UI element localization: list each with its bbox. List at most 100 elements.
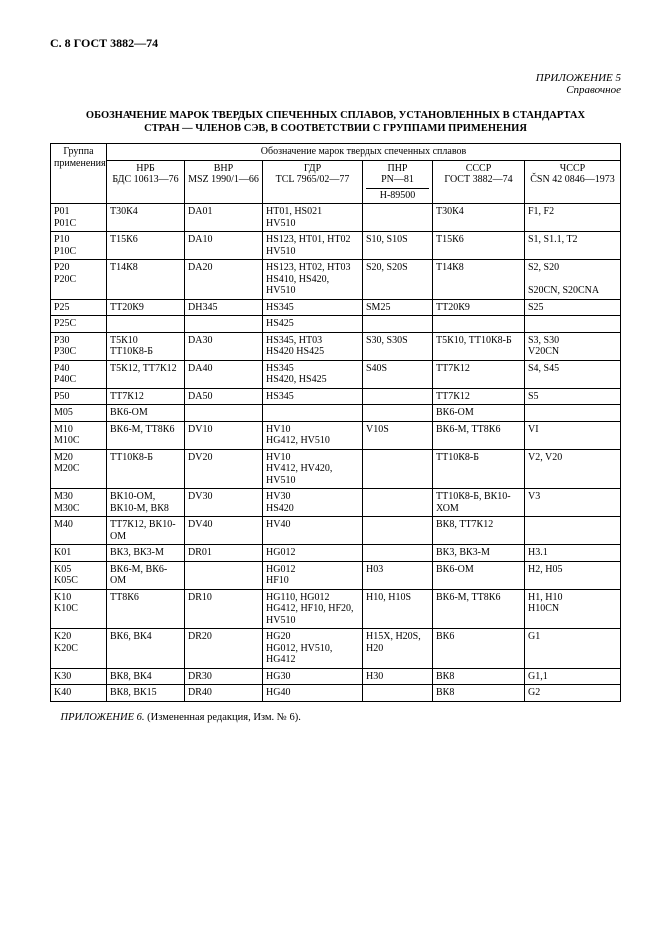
table-row: K40ВК8, ВК15DR40HG40ВК8G2 — [51, 685, 621, 702]
cell: HV30HS420 — [263, 489, 363, 517]
cell: DV30 — [185, 489, 263, 517]
table-row: M30M30СВК10-ОМ, ВК10-М, ВК8DV30HV30HS420… — [51, 489, 621, 517]
table-row: K05K05СВК6-М, ВК6-ОМHG012HF10H03ВК6-ОМH2… — [51, 561, 621, 589]
cell: ВК8 — [433, 685, 525, 702]
cell — [363, 489, 433, 517]
cell: VI — [525, 421, 621, 449]
cell: ВК6-ОМ — [107, 405, 185, 422]
cell: S2, S20S20CN, S20CNA — [525, 260, 621, 300]
cell — [525, 517, 621, 545]
cell: P20P20С — [51, 260, 107, 300]
cell: ТТ10К8-Б — [433, 449, 525, 489]
cell: ВК6, ВК4 — [107, 629, 185, 669]
cell: S4, S45 — [525, 360, 621, 388]
th-c1: НРББДС 10613—76 — [107, 160, 185, 204]
cell: P25С — [51, 316, 107, 333]
cell: HS425 — [263, 316, 363, 333]
cell: Т14К8 — [433, 260, 525, 300]
cell: HS123, HT02, HT03HS410, HS420, HV510 — [263, 260, 363, 300]
cell — [185, 561, 263, 589]
th-group: Группа применения — [51, 144, 107, 204]
table-row: K20K20СВК6, ВК4DR20HG20HG012, HV510, HG4… — [51, 629, 621, 669]
cell: P25 — [51, 299, 107, 316]
cell: P01P01С — [51, 204, 107, 232]
cell — [363, 449, 433, 489]
table-body: P01P01СТ30К4DA01HT01, HS021HV510Т30К4F1,… — [51, 204, 621, 702]
cell: Т30К4 — [107, 204, 185, 232]
cell: K01 — [51, 545, 107, 562]
cell: DR30 — [185, 668, 263, 685]
cell: ВК6-М, ВК6-ОМ — [107, 561, 185, 589]
cell: HG012HF10 — [263, 561, 363, 589]
cell: M30M30С — [51, 489, 107, 517]
cell: ВК8, ТТ7К12 — [433, 517, 525, 545]
cell: H30 — [363, 668, 433, 685]
cell: HG110, HG012HG412, HF10, HF20, HV510 — [263, 589, 363, 629]
cell: ВК6 — [433, 629, 525, 669]
cell: HS345HS420, HS425 — [263, 360, 363, 388]
th-c3: ГДРTCL 7965/02—77 — [263, 160, 363, 204]
cell: G1,1 — [525, 668, 621, 685]
cell: ТТ10К8-Б — [107, 449, 185, 489]
cell: Т5К10ТТ10К8-Б — [107, 332, 185, 360]
cell: H10, H10S — [363, 589, 433, 629]
cell: HG012 — [263, 545, 363, 562]
cell — [363, 316, 433, 333]
cell: H3.1 — [525, 545, 621, 562]
cell: ТТ20К9 — [107, 299, 185, 316]
table-row: K10K10СТТ8К6DR10HG110, HG012HG412, HF10,… — [51, 589, 621, 629]
cell: ТТ7К12, ВК10-ОМ — [107, 517, 185, 545]
cell: S5 — [525, 388, 621, 405]
cell: M05 — [51, 405, 107, 422]
cell — [107, 316, 185, 333]
table-row: K01ВК3, ВК3-МDR01HG012ВК3, ВК3-МH3.1 — [51, 545, 621, 562]
cell: ВК10-ОМ, ВК10-М, ВК8 — [107, 489, 185, 517]
cell: HG30 — [263, 668, 363, 685]
cell: ВК6-ОМ — [433, 561, 525, 589]
cell — [525, 405, 621, 422]
cell: Т5К10, ТТ10К8-Б — [433, 332, 525, 360]
cell: ВК8 — [433, 668, 525, 685]
cell: DR40 — [185, 685, 263, 702]
cell: V3 — [525, 489, 621, 517]
cell: M20M20С — [51, 449, 107, 489]
cell: DV10 — [185, 421, 263, 449]
cell: K30 — [51, 668, 107, 685]
cell: Т15К6 — [107, 232, 185, 260]
cell: ВК6-ОМ — [433, 405, 525, 422]
cell: DA10 — [185, 232, 263, 260]
cell: S3, S30V20CN — [525, 332, 621, 360]
cell: M10M10С — [51, 421, 107, 449]
cell — [185, 316, 263, 333]
th-c6: ЧССРČSN 42 0846—1973 — [525, 160, 621, 204]
table-row: K30ВК8, ВК4DR30HG30H30ВК8G1,1 — [51, 668, 621, 685]
appendix-label: ПРИЛОЖЕНИЕ 5 Справочное — [536, 72, 621, 96]
appendix-line1: ПРИЛОЖЕНИЕ 5 — [536, 72, 621, 84]
title: ОБОЗНАЧЕНИЕ МАРОК ТВЕРДЫХ СПЕЧЕННЫХ СПЛА… — [50, 109, 621, 135]
cell: ТТ10К8-Б, ВК10-ХОМ — [433, 489, 525, 517]
cell: S40S — [363, 360, 433, 388]
cell: DA01 — [185, 204, 263, 232]
alloy-table: Группа применения Обозначение марок твер… — [50, 143, 621, 702]
cell: S20, S20S — [363, 260, 433, 300]
cell: DV20 — [185, 449, 263, 489]
cell: P50 — [51, 388, 107, 405]
cell — [433, 316, 525, 333]
table-row: P10P10СТ15К6DA10HS123, HT01, HT02HV510S1… — [51, 232, 621, 260]
cell — [363, 388, 433, 405]
cell: K10K10С — [51, 589, 107, 629]
th-c5: СССРГОСТ 3882—74 — [433, 160, 525, 204]
cell: DR01 — [185, 545, 263, 562]
table-row: M20M20СТТ10К8-БDV20HV10HV412, HV420, HV5… — [51, 449, 621, 489]
cell: G2 — [525, 685, 621, 702]
cell: S25 — [525, 299, 621, 316]
page-number: С. 8 ГОСТ 3882—74 — [50, 36, 158, 50]
cell: K05K05С — [51, 561, 107, 589]
cell: ВК6-М, ТТ8К6 — [107, 421, 185, 449]
table-row: P30P30СТ5К10ТТ10К8-БDA30HS345, HT03HS420… — [51, 332, 621, 360]
cell — [363, 405, 433, 422]
table-row: M05ВК6-ОМВК6-ОМ — [51, 405, 621, 422]
table-row: P01P01СТ30К4DA01HT01, HS021HV510Т30К4F1,… — [51, 204, 621, 232]
cell: Т5К12, ТТ7К12 — [107, 360, 185, 388]
table-row: M40ТТ7К12, ВК10-ОМDV40HV40ВК8, ТТ7К12 — [51, 517, 621, 545]
